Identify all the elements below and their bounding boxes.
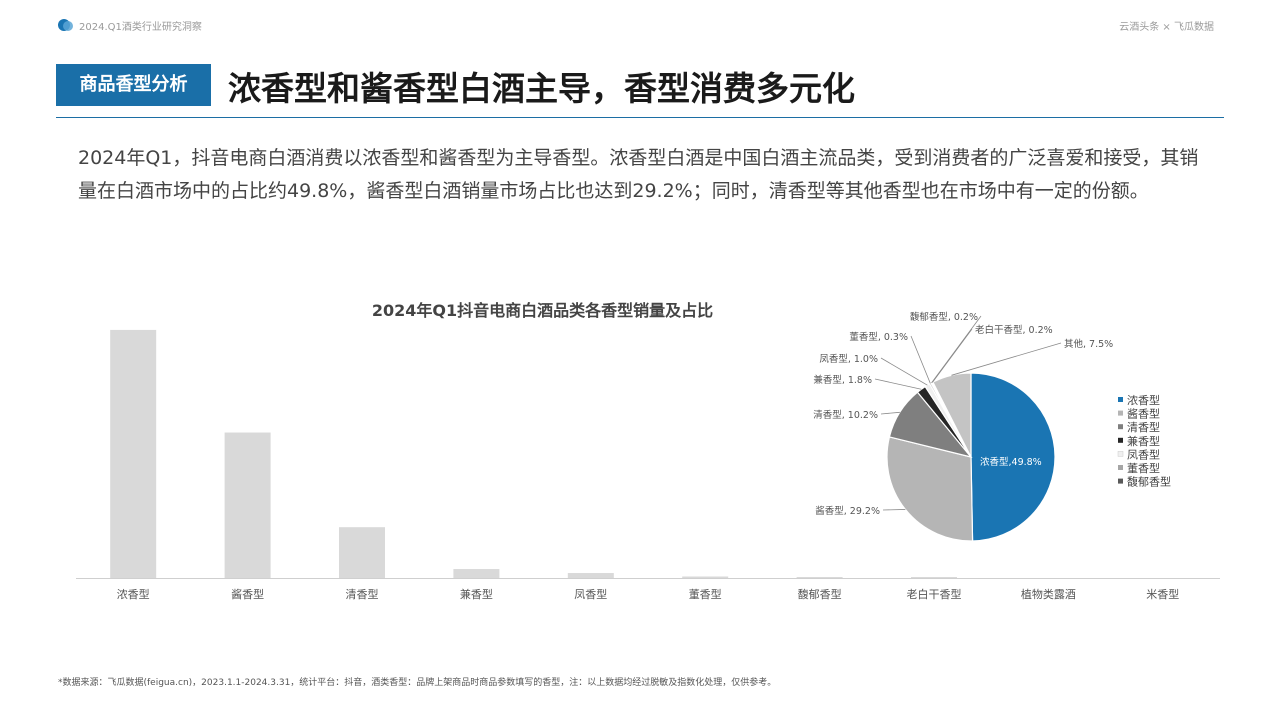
pie-data-label: 清香型, 10.2% bbox=[813, 409, 878, 421]
legend-label: 馥郁香型 bbox=[1127, 475, 1171, 489]
pie bbox=[886, 372, 1056, 542]
bar-凤香型 bbox=[567, 573, 614, 578]
pie-leader-line bbox=[880, 411, 900, 415]
bar-series bbox=[110, 329, 957, 578]
pie-leader-line bbox=[931, 315, 982, 384]
legend-swatch bbox=[1118, 437, 1123, 443]
bar-兼香型 bbox=[453, 569, 500, 578]
x-tick-label: 酱香型 bbox=[231, 587, 264, 601]
description-text: 2024年Q1，抖音电商白酒消费以浓香型和酱香型为主导香型。浓香型白酒是中国白酒… bbox=[78, 147, 1199, 202]
pie-slice-酱香型 bbox=[886, 436, 974, 542]
page-headline: 浓香型和酱香型白酒主导，香型消费多元化 bbox=[228, 69, 855, 108]
x-tick-label: 馥郁香型 bbox=[798, 587, 842, 601]
legend-swatch bbox=[1118, 424, 1123, 430]
pie-data-label: 其他, 7.5% bbox=[1064, 338, 1113, 350]
pie-data-label: 酱香型, 29.2% bbox=[815, 505, 880, 517]
bar-浓香型 bbox=[110, 329, 157, 578]
section-tag: 商品香型分析 bbox=[56, 64, 211, 106]
legend-label: 清香型 bbox=[1127, 420, 1160, 434]
source-brand: 云酒头条 × 飞瓜数据 bbox=[1119, 22, 1214, 33]
pie-leader-line bbox=[874, 378, 922, 390]
bar-清香型 bbox=[339, 527, 385, 578]
bar-董香型 bbox=[682, 576, 729, 578]
pie-leader-line bbox=[880, 357, 928, 386]
legend-label: 浓香型 bbox=[1127, 393, 1160, 407]
x-tick-label: 兼香型 bbox=[460, 587, 493, 601]
legend-swatch bbox=[1118, 397, 1123, 402]
pie-leader-line bbox=[951, 342, 1062, 376]
pie-data-label: 老白干香型, 0.2% bbox=[975, 324, 1053, 336]
top-bar: 2024.Q1酒类行业研究洞察 云酒头条 × 飞瓜数据 bbox=[58, 15, 1214, 35]
x-tick-label: 清香型 bbox=[346, 587, 379, 601]
legend-swatch bbox=[1118, 465, 1123, 470]
x-tick-label: 老白干香型 bbox=[907, 587, 962, 601]
pie-leader-line bbox=[910, 335, 931, 384]
pie-data-label: 兼香型, 1.8% bbox=[813, 374, 872, 386]
chart-title: 2024年Q1抖音电商白酒品类各香型销量及占比 bbox=[371, 301, 714, 320]
pie-data-label: 浓香型,49.8% bbox=[980, 456, 1042, 468]
bar-酱香型 bbox=[224, 432, 271, 578]
footnote: *数据来源：飞瓜数据(feigua.cn)，2023.1.1-2024.3.31… bbox=[58, 678, 777, 688]
pie-data-label: 董香型, 0.3% bbox=[849, 331, 908, 343]
legend-label: 兼香型 bbox=[1127, 434, 1160, 448]
bar-馥郁香型 bbox=[796, 577, 843, 578]
pie-leader-line bbox=[932, 328, 973, 383]
x-tick-label: 浓香型 bbox=[117, 587, 150, 601]
x-tick-label: 董香型 bbox=[689, 587, 722, 601]
pie-leader-line bbox=[882, 509, 906, 511]
bar-老白干香型 bbox=[911, 577, 957, 578]
report-title: 2024.Q1酒类行业研究洞察 bbox=[79, 22, 202, 33]
legend-swatch bbox=[1118, 410, 1123, 416]
x-tick-label: 凤香型 bbox=[574, 587, 607, 601]
legend-label: 酱香型 bbox=[1127, 407, 1160, 421]
pie-data-label: 馥郁香型, 0.2% bbox=[910, 311, 978, 323]
pie-slice-浓香型 bbox=[970, 372, 1056, 542]
legend-label: 董香型 bbox=[1127, 461, 1160, 475]
pie-data-label: 凤香型, 1.0% bbox=[819, 354, 878, 365]
legend-label: 凤香型 bbox=[1127, 447, 1160, 461]
x-tick-label: 米香型 bbox=[1146, 587, 1179, 601]
page-header: 商品香型分析 浓香型和酱香型白酒主导，香型消费多元化 bbox=[56, 60, 1224, 118]
x-tick-label: 植物类露酒 bbox=[1021, 587, 1076, 601]
logo-icon bbox=[58, 19, 73, 31]
legend-swatch bbox=[1117, 451, 1124, 457]
legend-swatch bbox=[1118, 478, 1123, 484]
